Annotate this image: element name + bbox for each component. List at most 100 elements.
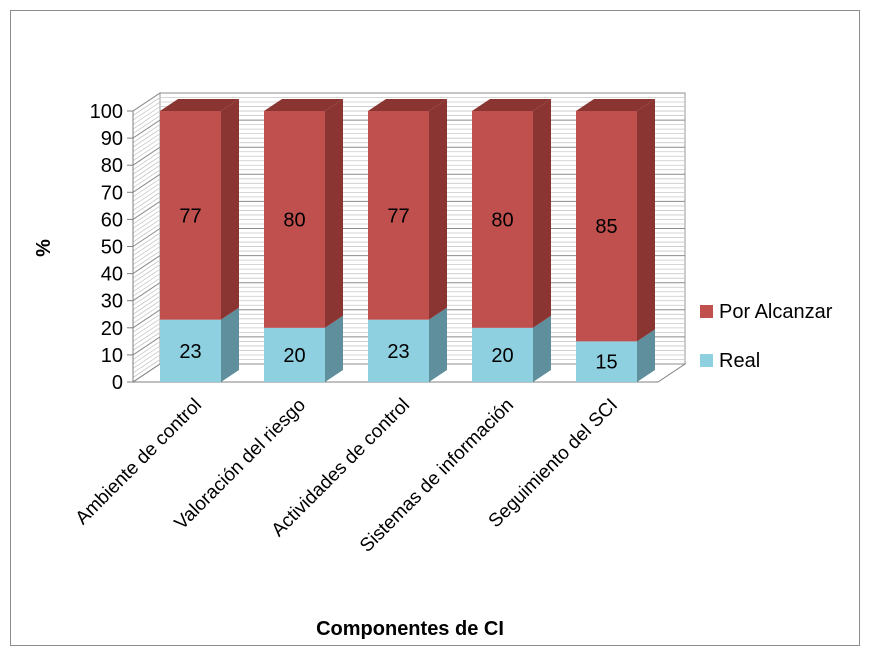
minor-gridline-side bbox=[132, 273, 161, 292]
minor-gridline-side bbox=[132, 295, 161, 315]
bar-side bbox=[221, 307, 239, 382]
minor-gridline-side bbox=[132, 313, 161, 333]
bar-front bbox=[264, 327, 325, 382]
bar-side bbox=[221, 99, 239, 320]
minor-gridline-side bbox=[132, 101, 161, 121]
minor-gridline-side bbox=[132, 183, 161, 202]
bar-segment bbox=[472, 99, 551, 328]
minor-gridline-side bbox=[132, 214, 161, 234]
minor-gridline-side bbox=[132, 237, 161, 256]
minor-gridline-side bbox=[132, 196, 161, 216]
minor-gridline-side bbox=[132, 151, 161, 171]
data-label: 77 bbox=[179, 205, 201, 227]
data-label: 77 bbox=[387, 205, 409, 227]
minor-gridline-side bbox=[132, 318, 161, 338]
minor-gridline-side bbox=[132, 155, 161, 175]
minor-gridline-side bbox=[132, 277, 161, 297]
minor-gridline-side bbox=[132, 106, 161, 125]
bar-front bbox=[472, 111, 533, 328]
minor-gridline-side bbox=[132, 345, 161, 365]
minor-gridline-side bbox=[132, 124, 161, 143]
bars bbox=[160, 99, 655, 382]
gridline-side bbox=[132, 173, 161, 193]
bar-front bbox=[264, 111, 325, 328]
legend-label: Por Alcanzar bbox=[719, 301, 833, 323]
minor-gridline-side bbox=[132, 250, 161, 270]
bar-side bbox=[429, 307, 447, 382]
minor-gridline-side bbox=[132, 223, 161, 243]
bar-segment bbox=[368, 99, 447, 320]
minor-gridline-side bbox=[132, 332, 161, 351]
minor-gridline-side bbox=[132, 264, 161, 283]
bar-segment bbox=[368, 307, 447, 382]
bar-front bbox=[472, 327, 533, 382]
bar-top bbox=[368, 99, 447, 111]
minor-gridline-side bbox=[132, 259, 161, 279]
data-label: 20 bbox=[283, 345, 305, 367]
y-tick-label: 90 bbox=[101, 128, 123, 150]
legend-label: Real bbox=[719, 350, 760, 372]
gridline-side bbox=[132, 309, 161, 329]
bar-top bbox=[472, 99, 551, 111]
gridline-side bbox=[132, 282, 161, 302]
minor-gridline-side bbox=[132, 354, 161, 374]
minor-gridline-side bbox=[132, 323, 161, 342]
minor-gridline-side bbox=[132, 97, 161, 116]
minor-gridline-side bbox=[132, 142, 161, 162]
bar-top bbox=[576, 99, 655, 111]
minor-gridline-side bbox=[132, 350, 161, 369]
bar-segment bbox=[576, 99, 655, 342]
minor-gridline-side bbox=[132, 341, 161, 360]
bar-front bbox=[160, 111, 221, 320]
gridline-side bbox=[132, 92, 161, 112]
gridline-side bbox=[132, 336, 161, 356]
bar-side bbox=[429, 99, 447, 320]
bar-side bbox=[325, 315, 343, 382]
legend-swatch bbox=[700, 305, 713, 318]
gridline-side bbox=[132, 119, 161, 139]
bar-side bbox=[325, 99, 343, 328]
y-tick-label: 60 bbox=[101, 209, 123, 231]
minor-gridline-side bbox=[132, 327, 161, 347]
minor-gridline-side bbox=[132, 110, 161, 130]
bar-segment bbox=[264, 315, 343, 382]
legend: Por Alcanzar Real bbox=[700, 301, 833, 372]
minor-gridline-side bbox=[132, 291, 161, 311]
data-label: 23 bbox=[179, 341, 201, 363]
bar-segment bbox=[160, 99, 239, 320]
y-tick-label: 10 bbox=[101, 345, 123, 367]
minor-gridline-side bbox=[132, 169, 161, 189]
minor-gridline-side bbox=[132, 359, 161, 378]
bar-side bbox=[637, 99, 655, 342]
legend-swatch bbox=[700, 354, 713, 367]
gridline-side bbox=[132, 228, 161, 247]
data-label: 80 bbox=[491, 209, 513, 231]
minor-gridline-side bbox=[132, 178, 161, 198]
bar-segment bbox=[264, 99, 343, 328]
minor-gridline-side bbox=[132, 137, 161, 157]
minor-gridline-side bbox=[132, 128, 161, 148]
data-label: 20 bbox=[491, 345, 513, 367]
bar-front bbox=[576, 111, 637, 342]
bar-segment bbox=[160, 307, 239, 382]
bar-front bbox=[576, 341, 637, 382]
bar-front bbox=[368, 111, 429, 320]
y-axis-title: % bbox=[33, 239, 55, 257]
x-axis-title: Componentes de CI bbox=[316, 618, 504, 640]
minor-gridline-side bbox=[132, 210, 161, 229]
data-label: 85 bbox=[595, 216, 617, 238]
y-tick-label: 30 bbox=[101, 291, 123, 313]
gridline-side bbox=[132, 255, 161, 275]
data-label: 23 bbox=[387, 341, 409, 363]
axes: 0 10 20 30 40 50 60 70 80 90 100 bbox=[90, 101, 134, 394]
minor-gridline-side bbox=[132, 187, 161, 207]
bar-side bbox=[533, 315, 551, 382]
bar-segment bbox=[472, 315, 551, 382]
bar-side bbox=[637, 329, 655, 382]
y-tick-label: 80 bbox=[101, 155, 123, 177]
gridline-side bbox=[132, 363, 161, 383]
minor-gridline-side bbox=[132, 246, 161, 265]
minor-gridline-side bbox=[132, 232, 161, 252]
gridline-side bbox=[132, 146, 161, 166]
bar-segment bbox=[576, 329, 655, 382]
